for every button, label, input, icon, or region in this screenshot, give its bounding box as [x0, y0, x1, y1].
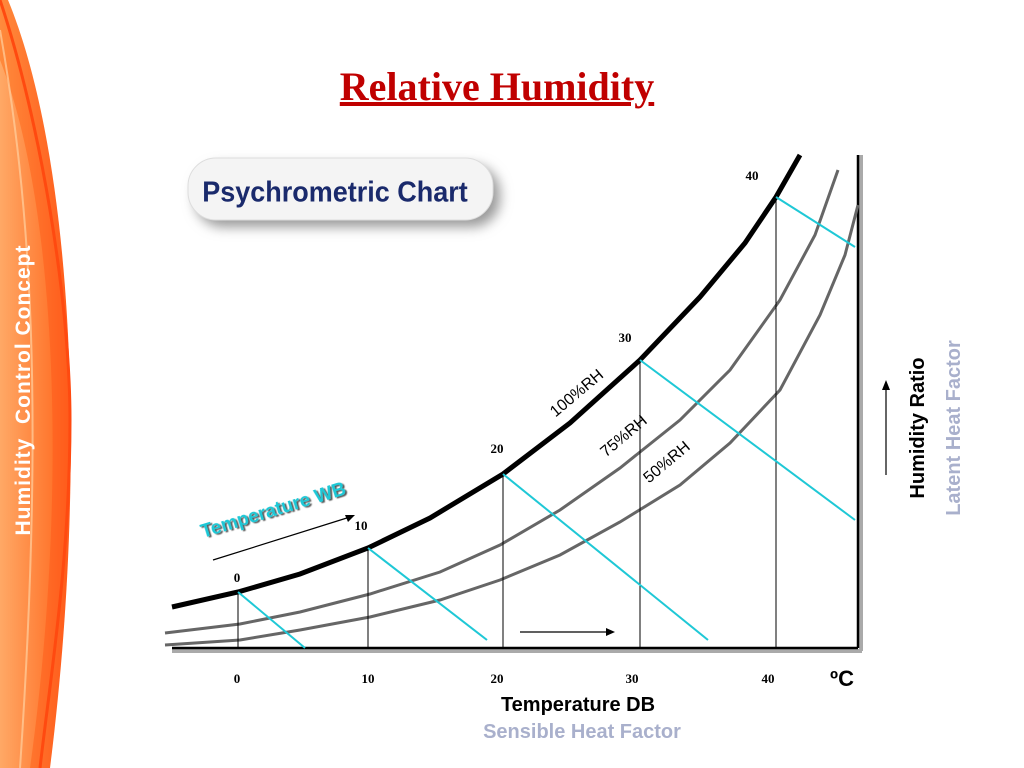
badge: Psychrometric Chart	[187, 157, 500, 227]
wb-tick: 30	[619, 330, 632, 345]
side-text: Humidity Control Concept	[12, 245, 35, 536]
db-sublabel: Sensible Heat Factor	[483, 721, 681, 743]
hr-label: Humidity Ratio	[907, 357, 929, 498]
wb-lines	[237, 196, 856, 649]
arrow	[212, 516, 351, 561]
arrow-head	[345, 515, 355, 522]
arrow-head	[882, 380, 890, 390]
arrow-head	[606, 628, 615, 636]
db-tick: 10	[362, 671, 375, 686]
db-label: Temperature DB	[501, 694, 655, 716]
wb-tick: 0	[234, 570, 241, 585]
wb-tick: 20	[491, 441, 504, 456]
wb-tick: 10	[355, 518, 368, 533]
axes	[172, 155, 863, 653]
db-tick: 30	[626, 671, 639, 686]
hr-sublabel: Latent Heat Factor	[943, 340, 965, 516]
badge-text: Psychrometric Chart	[202, 176, 468, 208]
db-ticks: 0 10 20 30 40	[234, 671, 775, 686]
db-lines	[237, 197, 777, 648]
curve-label: 75%RH	[598, 412, 651, 460]
title: Relative Humidity	[340, 64, 654, 109]
db-tick: 20	[491, 671, 504, 686]
unit: ºC	[830, 666, 854, 691]
db-tick: 0	[234, 671, 241, 686]
rh-curves	[164, 153, 860, 647]
wb-label: Temperature WB	[198, 479, 348, 543]
wb-ticks: 0 10 20 30 40	[234, 168, 759, 585]
curve-label: 100%RH	[547, 366, 607, 420]
db-tick: 40	[762, 671, 775, 686]
wb-tick: 40	[746, 168, 759, 183]
side-decoration	[0, 0, 72, 768]
